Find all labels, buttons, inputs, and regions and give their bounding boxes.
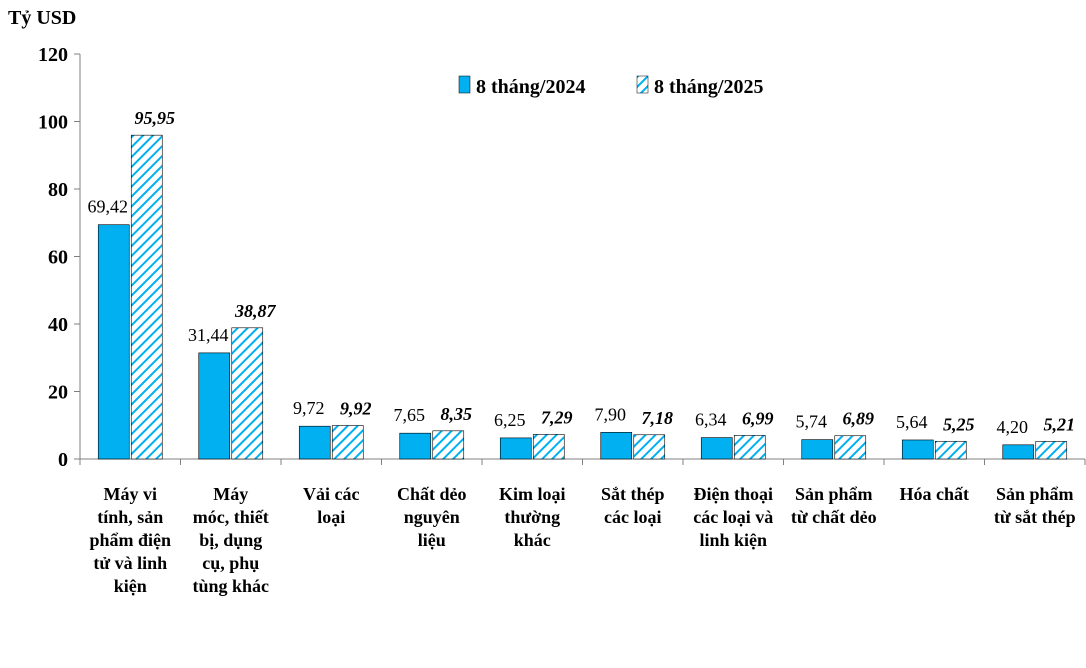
bar-2024 — [700, 437, 733, 460]
data-label-2025: 6,89 — [843, 409, 875, 429]
data-label-2024: 5,64 — [896, 412, 928, 432]
data-label-2025: 95,95 — [135, 108, 176, 128]
category-label: liệu — [418, 530, 446, 550]
bar-2024 — [901, 439, 934, 460]
y-tick-label: 40 — [48, 314, 68, 336]
bar-2025 — [432, 430, 465, 460]
data-label-2025: 5,25 — [943, 414, 975, 434]
data-label-2025: 9,92 — [340, 399, 372, 419]
category-label: móc, thiết — [193, 507, 269, 527]
data-label-2025: 6,99 — [742, 408, 774, 428]
category-label: các loại và — [693, 507, 773, 527]
bar-2025 — [231, 327, 264, 460]
bar-2024 — [198, 352, 231, 460]
legend-swatch-2025 — [636, 75, 649, 94]
y-axis-unit-label: Tỷ USD — [8, 7, 76, 29]
category-label: Vải các — [303, 484, 359, 504]
category-label: linh kiện — [699, 530, 767, 550]
legend: 8 tháng/2024 8 tháng/2025 — [458, 75, 763, 98]
bar-2024 — [97, 224, 130, 460]
category-label: tính, sản — [97, 507, 163, 527]
category-label: phẩm điện — [89, 530, 171, 550]
bar-2025 — [130, 134, 163, 460]
category-labels: Máy vi tính, sản phẩm điện tử và linh kiện Má… — [89, 484, 1075, 596]
category-label: kiện — [114, 576, 147, 596]
category-label: tử và linh — [93, 553, 167, 573]
category-label: bị, dụng — [199, 530, 262, 550]
data-label-2025: 5,21 — [1044, 414, 1076, 434]
y-tick-label: 60 — [48, 247, 68, 269]
legend-swatch-2024 — [458, 75, 471, 94]
category-label: Sản phẩm — [795, 484, 873, 504]
data-label-2025: 38,87 — [234, 301, 277, 321]
category-label: các loại — [604, 507, 661, 527]
category-label: thường — [504, 507, 560, 527]
category-label: từ sắt thép — [994, 507, 1076, 527]
data-label-2024: 5,74 — [796, 412, 828, 432]
bar-2024 — [1002, 444, 1035, 460]
bars — [97, 134, 1068, 460]
data-label-2025: 8,35 — [441, 404, 473, 424]
bar-2025 — [633, 434, 666, 460]
data-label-2024: 6,34 — [695, 410, 727, 430]
bar-2025 — [532, 434, 565, 460]
category-label: từ chất dẻo — [791, 507, 877, 527]
y-tick-label: 0 — [58, 449, 68, 471]
category-label: Máy vi — [104, 484, 158, 504]
data-label-2024: 31,44 — [188, 325, 229, 345]
data-label-2024: 4,20 — [997, 417, 1029, 437]
data-label-2024: 9,72 — [293, 398, 325, 418]
bar-2024 — [298, 425, 331, 460]
bar-2025 — [733, 435, 766, 460]
data-label-2025: 7,18 — [642, 408, 674, 428]
y-tick-label: 20 — [48, 382, 68, 404]
bar-2024 — [600, 432, 633, 460]
legend-label-2024: 8 tháng/2024 — [476, 76, 585, 98]
category-label: Hóa chất — [900, 484, 970, 504]
bar-2025 — [1035, 441, 1068, 460]
category-label: cụ, phụ — [202, 553, 259, 573]
data-label-2024: 7,90 — [595, 404, 627, 424]
category-label: Sản phẩm — [996, 484, 1074, 504]
y-tick-label: 80 — [48, 179, 68, 201]
category-label: Kim loại — [499, 484, 566, 504]
category-label: Điện thoại — [693, 484, 773, 504]
data-label-2024: 7,65 — [394, 405, 426, 425]
y-tick-label: 100 — [38, 112, 68, 134]
category-label: Chất dẻo — [397, 484, 467, 504]
bar-2025 — [331, 425, 364, 460]
category-label: nguyên — [404, 507, 460, 527]
bar-2024 — [499, 437, 532, 460]
data-label-2024: 6,25 — [494, 410, 526, 430]
bar-2024 — [399, 432, 432, 460]
category-label: khác — [514, 530, 551, 550]
bar-2024 — [801, 439, 834, 460]
category-label: Sắt thép — [601, 484, 665, 504]
data-label-2025: 7,29 — [541, 407, 573, 427]
category-label: loại — [317, 507, 345, 527]
category-label: tùng khác — [192, 576, 269, 596]
category-label: Máy — [213, 484, 248, 504]
bar-2025 — [834, 435, 867, 460]
y-tick-label: 120 — [38, 44, 68, 66]
legend-label-2025: 8 tháng/2025 — [654, 76, 763, 98]
data-label-2024: 69,42 — [88, 197, 129, 217]
bar-2025 — [934, 440, 967, 460]
